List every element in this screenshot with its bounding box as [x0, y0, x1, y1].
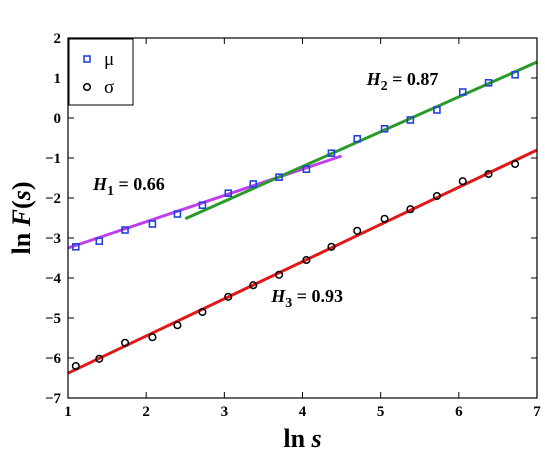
annotation-value: = 0.93	[292, 286, 343, 306]
data-point-mu	[198, 201, 207, 209]
y-tick-label: −2	[45, 191, 61, 207]
y-tick-label: −6	[45, 351, 62, 367]
data-point-mu	[275, 173, 283, 181]
y-axis-label: ln F(s)	[7, 182, 36, 255]
data-point-mu	[406, 116, 415, 124]
x-tick-label: 4	[299, 404, 307, 420]
data-point-sigma	[121, 338, 130, 347]
data-point-sigma	[302, 255, 311, 265]
y-axis-label-paren-close: )	[7, 182, 36, 191]
data-point-mu	[249, 180, 258, 188]
annotation-subscript: 2	[381, 79, 388, 94]
data-point-mu	[302, 165, 311, 173]
y-tick-label: 0	[54, 111, 62, 127]
y-tick-label: −4	[45, 271, 62, 287]
data-point-mu	[433, 106, 441, 114]
x-axis-label-prefix: ln	[283, 424, 311, 453]
legend-label-sigma: σ	[104, 77, 114, 98]
data-point-sigma	[173, 321, 182, 330]
series-sigma	[71, 159, 520, 371]
data-point-mu	[173, 210, 182, 218]
data-point-sigma	[198, 307, 207, 317]
data-point-sigma	[458, 177, 467, 186]
y-axis-label-arg: s	[7, 190, 36, 201]
x-axis-label: ln s	[283, 424, 321, 453]
data-point-sigma	[353, 226, 362, 235]
legend-label-mu: μ	[104, 49, 114, 70]
y-axis-label-prefix: ln	[7, 226, 36, 254]
x-tick-label: 3	[221, 404, 229, 420]
data-point-sigma	[406, 205, 415, 214]
series-mu	[72, 71, 519, 251]
annotation-symbol: H	[92, 174, 108, 194]
fit-line-h3	[67, 148, 538, 375]
data-point-mu	[72, 243, 80, 251]
data-point-sigma	[327, 242, 336, 251]
x-tick-label: 5	[377, 404, 385, 420]
x-tick-label: 1	[64, 404, 72, 420]
x-tick-label: 7	[533, 404, 541, 420]
y-tick-label: −5	[45, 311, 61, 327]
annotation-symbol: H	[366, 69, 382, 89]
annotation-value: = 0.87	[388, 69, 439, 89]
data-point-mu	[224, 189, 233, 197]
data-point-mu	[380, 125, 389, 133]
data-point-sigma	[484, 169, 493, 179]
annotation-value: = 0.66	[114, 174, 165, 194]
data-point-sigma	[511, 159, 520, 169]
legend-marker-sigma	[82, 82, 92, 92]
annotation-subscript: 3	[285, 296, 292, 311]
data-point-mu	[511, 71, 519, 79]
y-tick-label: 1	[54, 71, 62, 87]
data-point-sigma	[71, 361, 80, 371]
y-axis-label-paren-open: (	[7, 200, 36, 209]
data-point-sigma	[380, 214, 389, 223]
y-tick-label: −7	[45, 391, 62, 407]
x-axis-label-var: s	[311, 424, 322, 453]
data-point-mu	[458, 88, 467, 96]
data-point-mu	[484, 79, 493, 87]
data-point-mu	[148, 220, 157, 228]
annotation-symbol: H	[270, 286, 286, 306]
fit-line-h2	[184, 60, 538, 221]
data-point-mu	[121, 226, 129, 234]
annotation-h2: H2 = 0.87	[366, 69, 439, 94]
data-point-sigma	[432, 191, 441, 201]
data-point-mu	[353, 135, 362, 143]
y-tick-label: 2	[54, 31, 62, 47]
data-point-sigma	[95, 354, 104, 363]
data-point-sigma	[275, 270, 284, 279]
y-tick-label: −1	[45, 151, 61, 167]
data-point-sigma	[224, 292, 233, 301]
annotation-subscript: 1	[107, 184, 114, 199]
x-tick-label: 6	[455, 404, 463, 420]
y-tick-label: −3	[45, 231, 61, 247]
data-point-sigma	[148, 333, 157, 342]
data-point-mu	[95, 237, 104, 245]
annotation-h3: H3 = 0.93	[270, 286, 343, 311]
legend-box	[68, 38, 134, 106]
y-axis-label-var: F	[7, 209, 36, 227]
legend-marker-mu	[83, 55, 91, 63]
x-tick-label: 2	[142, 404, 150, 420]
data-point-sigma	[249, 281, 258, 290]
legend: μσ	[68, 38, 134, 106]
annotation-h1: H1 = 0.66	[92, 174, 165, 199]
data-point-mu	[327, 149, 336, 157]
